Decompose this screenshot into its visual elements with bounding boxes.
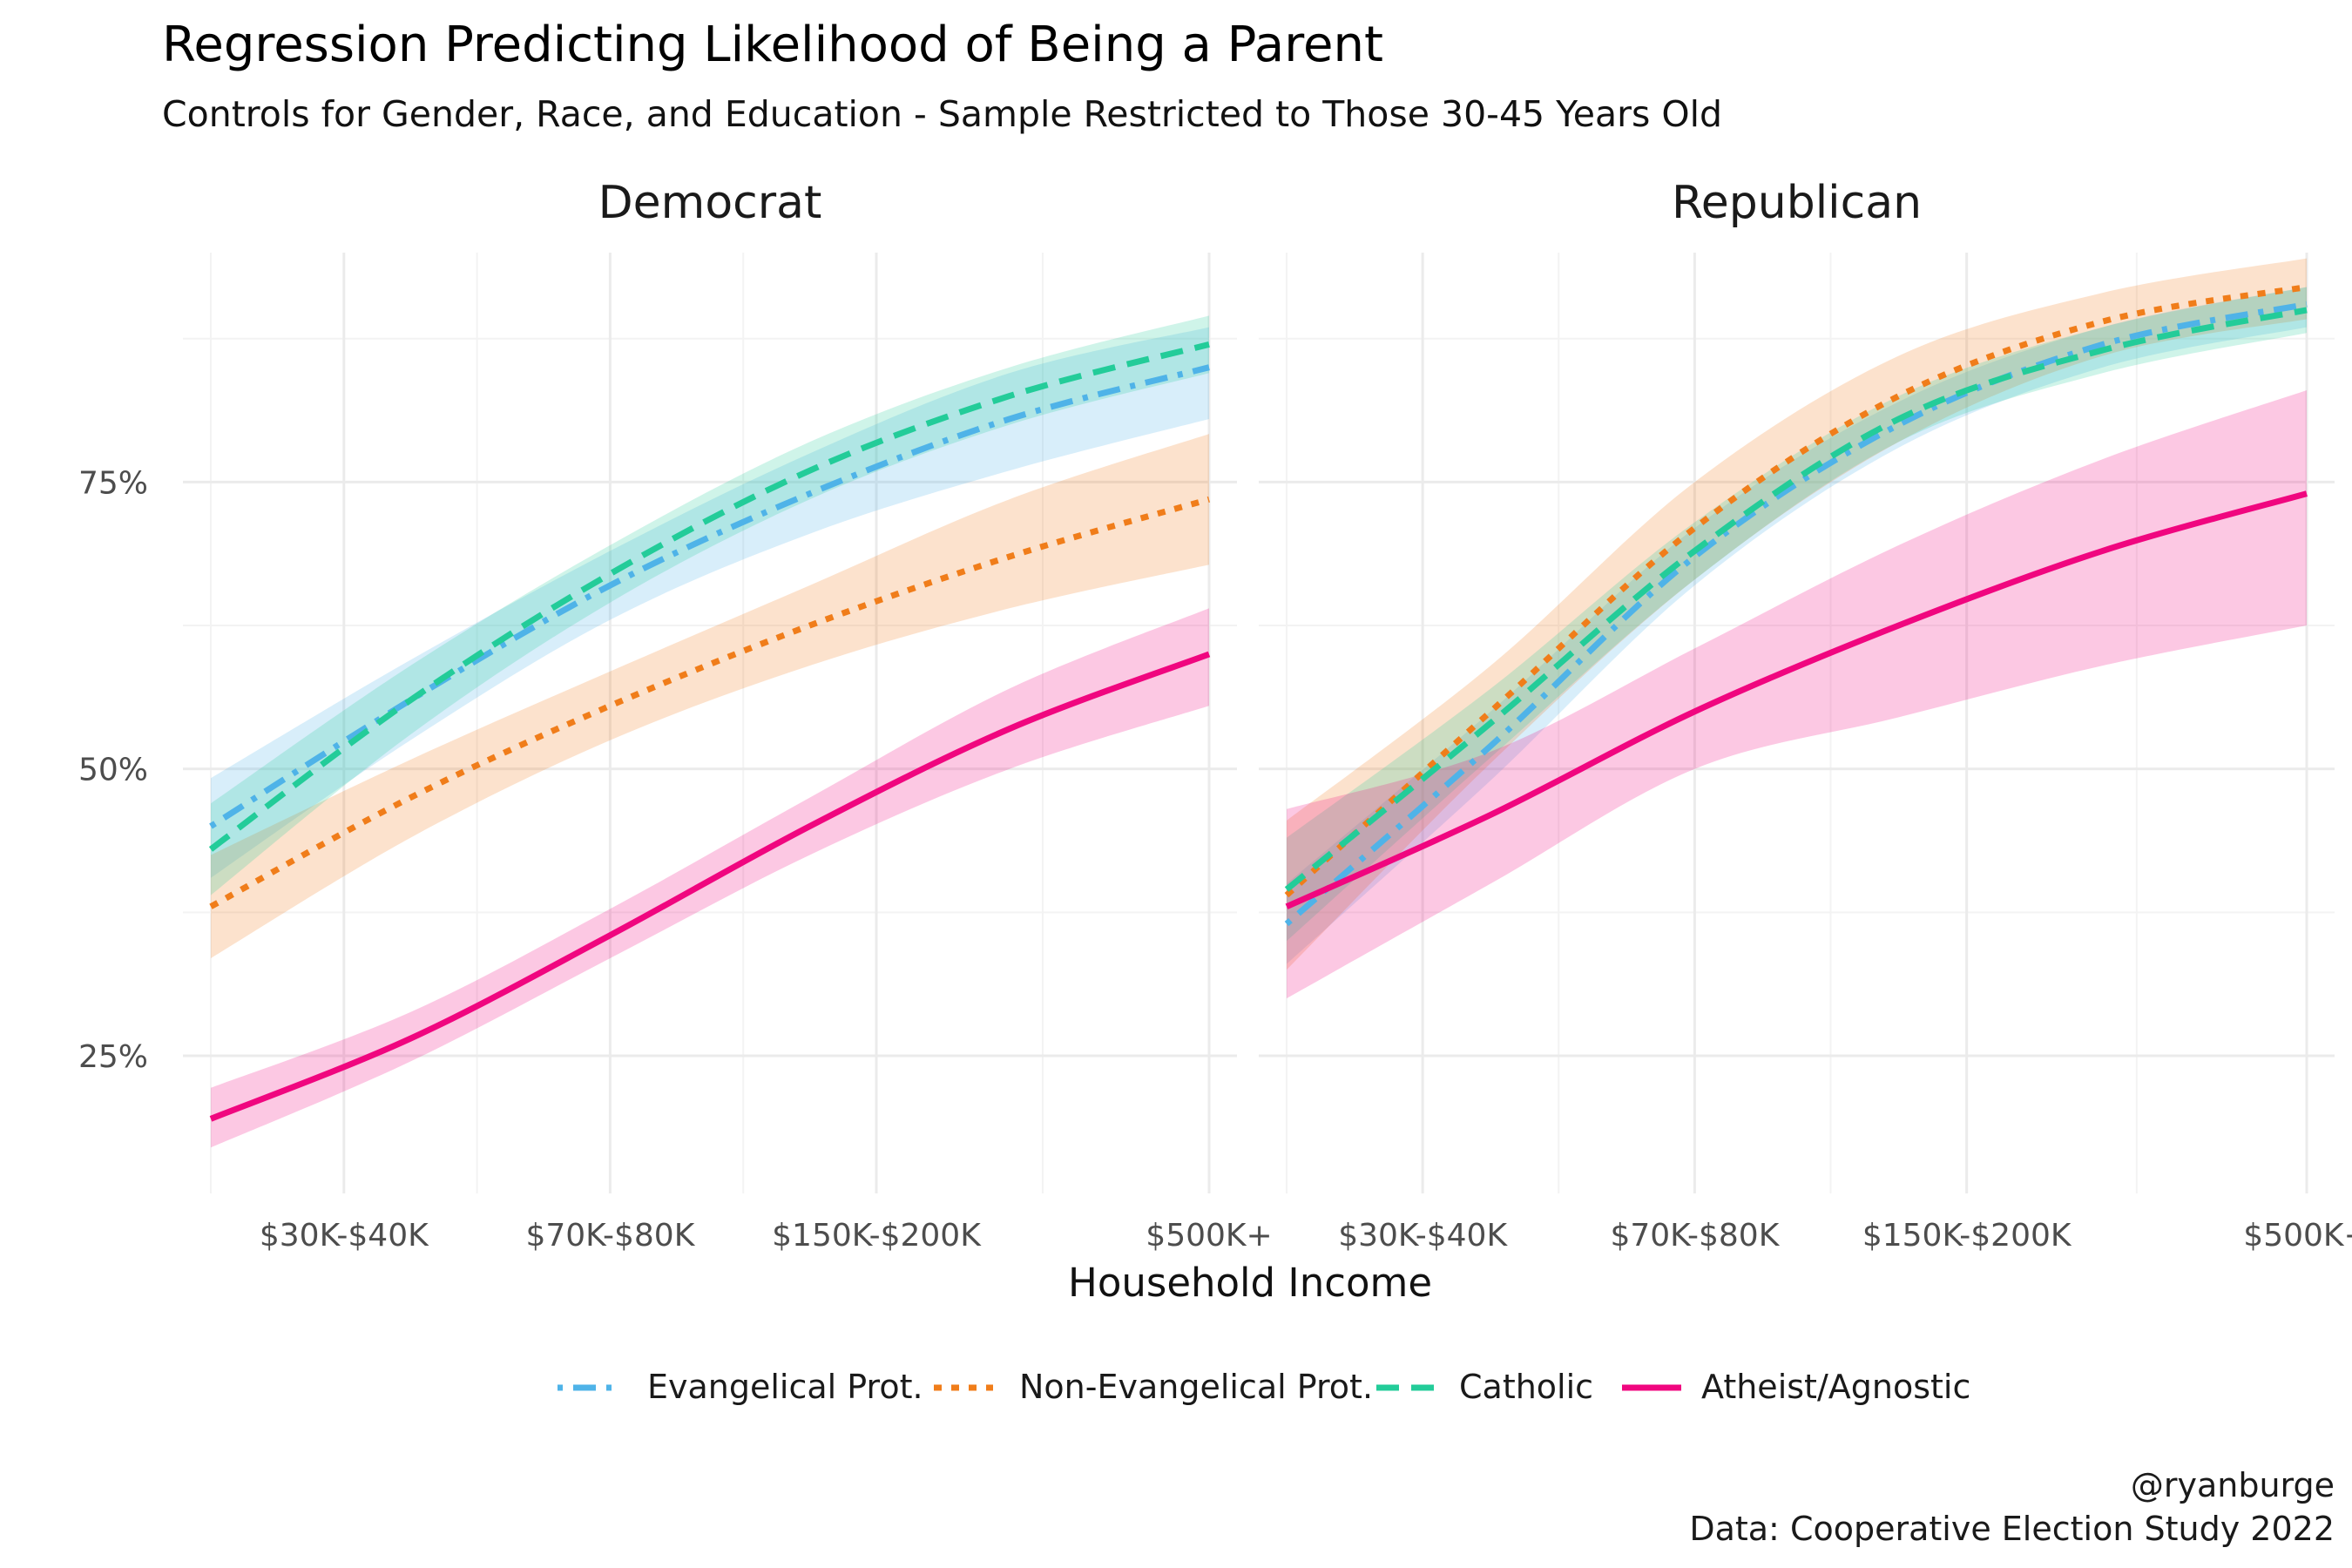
ribbon-non-evangelical-prot- <box>211 434 1209 959</box>
x-tick-label: $70K-$80K <box>1610 1218 1780 1254</box>
chart-subtitle: Controls for Gender, Race, and Education… <box>162 93 1722 135</box>
legend-label: Non-Evangelical Prot. <box>1019 1368 1373 1406</box>
ribbon-evangelical-prot- <box>211 327 1209 878</box>
x-tick-label: $70K-$80K <box>525 1218 695 1254</box>
x-tick-label: $30K-$40K <box>260 1218 429 1254</box>
ribbon-catholic <box>211 315 1209 896</box>
line-catholic <box>1284 307 2308 892</box>
panel-republican: Republican $30K-$40K $70K-$80K $150K-$200K $… <box>1259 177 2352 1254</box>
panel-title: Democrat <box>598 177 822 229</box>
line-atheist-agnostic <box>1285 490 2308 909</box>
x-tick-label: $500K+ <box>1146 1218 1272 1254</box>
y-tick-label: 25% <box>78 1039 148 1075</box>
ribbon-atheist-agnostic <box>1287 390 2307 999</box>
legend-label: Evangelical Prot. <box>647 1368 923 1406</box>
x-tick-label: $30K-$40K <box>1338 1218 1508 1254</box>
legend: Evangelical Prot. Non-Evangelical Prot. Ca… <box>558 1368 1970 1406</box>
chart-title: Regression Predicting Likelihood of Bein… <box>162 17 1383 73</box>
panel-title: Republican <box>1672 177 1922 229</box>
x-tick-label: $150K-$200K <box>772 1218 982 1254</box>
caption-source: Data: Cooperative Election Study 2022 <box>1689 1510 2335 1548</box>
legend-label: Catholic <box>1459 1368 1593 1406</box>
line-catholic <box>208 341 1210 852</box>
caption-handle: @ryanburge <box>2131 1466 2335 1504</box>
line-non-evangelical-prot- <box>1284 284 2308 898</box>
line-evangelical-prot- <box>1284 301 2308 927</box>
x-tick-label: $500K+ <box>2243 1218 2352 1254</box>
y-tick-label: 50% <box>78 753 148 788</box>
x-axis-label: Household Income <box>1068 1260 1432 1306</box>
legend-label: Atheist/Agnostic <box>1701 1368 1970 1406</box>
y-tick-label: 75% <box>78 465 148 501</box>
line-atheist-agnostic <box>209 651 1211 1122</box>
panel-democrat: Democrat $30K-$40K $70K-$80K $150K-$200K $50… <box>78 177 1273 1254</box>
x-tick-label: $150K-$200K <box>1862 1218 2072 1254</box>
panels: Democrat $30K-$40K $70K-$80K $150K-$200K $50… <box>78 177 2352 1254</box>
